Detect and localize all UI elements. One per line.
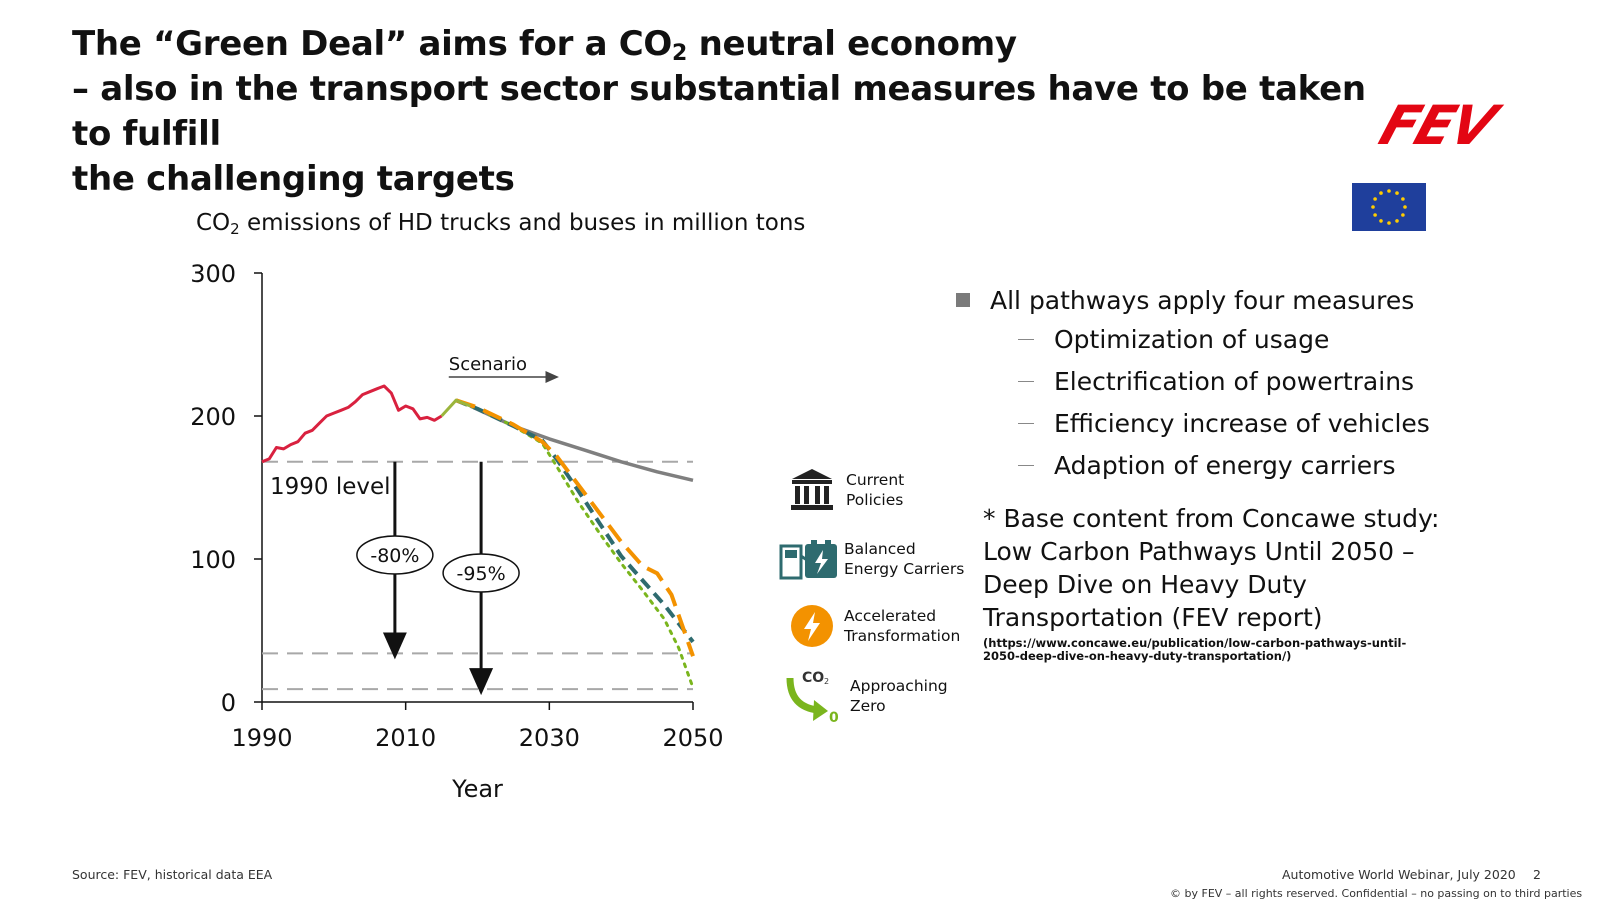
legend-label: Balanced Energy Carriers	[844, 540, 965, 578]
series-line-approaching-zero	[454, 398, 695, 690]
legend-current-policies: Current Policies	[786, 466, 904, 514]
co2-icon-subscript: 2	[824, 677, 829, 686]
series-line-historical	[261, 384, 443, 464]
bullet-sub-item: Electrification of powertrains	[983, 360, 1503, 402]
bullet-sub-item: Adaption of energy carriers	[983, 444, 1503, 486]
legend-accelerated-transformation: Accelerated Transformation	[786, 602, 960, 650]
footer-event: Automotive World Webinar, July 2020	[1282, 867, 1516, 882]
series-line-scenario-start	[440, 398, 471, 418]
eu-star	[1401, 213, 1405, 217]
eu-star	[1387, 189, 1391, 193]
reference-line-label: 1990 level	[270, 474, 391, 500]
bullet-square-icon	[956, 293, 970, 307]
bullet-sub-item: Optimization of usage	[983, 318, 1503, 360]
bullet-sub-text: Electrification of powertrains	[1054, 366, 1415, 396]
eu-star	[1379, 191, 1383, 195]
co2-icon-text: CO	[802, 670, 824, 686]
chart-title-subscript: 2	[230, 220, 240, 238]
eu-star	[1401, 197, 1405, 201]
eu-star	[1395, 219, 1399, 223]
scenario-label: Scenario	[449, 354, 527, 375]
x-axis-label: Year	[451, 775, 503, 803]
eu-star	[1373, 213, 1377, 217]
series-line-current-policies	[469, 404, 694, 483]
bullet-sub-text: Optimization of usage	[1054, 324, 1330, 354]
source-note: * Base content from Concawe study: Low C…	[983, 504, 1440, 632]
legend-label: Current Policies	[846, 471, 905, 509]
y-tick-label: 100	[190, 546, 236, 574]
lightning-icon	[786, 602, 838, 650]
title-line-1: The “Green Deal” aims for a CO2 neutral …	[72, 22, 1372, 67]
eu-star	[1395, 191, 1399, 195]
bank-icon	[786, 466, 838, 514]
eu-star	[1379, 219, 1383, 223]
eu-star	[1403, 205, 1407, 209]
fev-logo: FEV	[1372, 96, 1508, 152]
legend-label: Accelerated Transformation	[844, 607, 961, 645]
title-line-3: the challenging targets	[72, 159, 515, 199]
title-line-1-text: The “Green Deal” aims for a CO	[72, 24, 673, 64]
bullet-main-text: All pathways apply four measures	[990, 285, 1415, 315]
legend-balanced-energy-carriers: Balanced Energy Carriers	[776, 535, 964, 583]
eu-flag-icon	[1352, 183, 1426, 231]
x-tick-label: 2030	[519, 724, 580, 752]
legend-label: Approaching Zero	[850, 677, 948, 715]
dash-icon	[1018, 464, 1034, 466]
slide-title: The “Green Deal” aims for a CO2 neutral …	[72, 22, 1372, 202]
title-line-2: – also in the transport sector substanti…	[72, 69, 1366, 154]
eu-stars	[1371, 189, 1407, 225]
legend-approaching-zero: CO 2 0 Approaching Zero	[786, 668, 948, 724]
chart-annotations: Scenario -80% -95%	[356, 354, 559, 696]
bullet-sub-text: Efficiency increase of vehicles	[1054, 408, 1430, 438]
series-line-balanced	[455, 398, 695, 644]
measures-list: All pathways apply four measures Optimiz…	[956, 282, 1503, 486]
page-number: 2	[1533, 867, 1541, 882]
series-line-accelerated	[455, 398, 695, 657]
chart-title: CO2 emissions of HD trucks and buses in …	[196, 210, 806, 238]
bullet-sub-item: Efficiency increase of vehicles	[983, 402, 1503, 444]
dash-icon	[1018, 422, 1034, 424]
x-tick-label: 2010	[375, 724, 436, 752]
dash-icon	[1018, 380, 1034, 382]
y-tick-label: 300	[190, 260, 236, 288]
eu-star	[1371, 205, 1375, 209]
y-tick-label: 200	[190, 403, 236, 431]
fuel-pump-battery-icon	[776, 535, 842, 583]
y-tick-label: 0	[221, 689, 236, 717]
chart-title-end: emissions of HD trucks and buses in mill…	[239, 210, 806, 236]
zero-icon-text: 0	[829, 710, 838, 724]
x-tick-label: 1990	[231, 724, 292, 752]
bullet-sub-text: Adaption of energy carriers	[1054, 450, 1396, 480]
chart-axes: 0 100 200 300 1990 2010 2030 2050 Year	[190, 260, 723, 803]
reduction-95-label: -95%	[457, 563, 506, 585]
footer-copyright: © by FEV – all rights reserved. Confiden…	[1170, 887, 1583, 900]
co2-down-arrow-icon: CO 2 0	[786, 668, 838, 724]
footer-source: Source: FEV, historical data EEA	[72, 867, 273, 882]
bullet-main: All pathways apply four measures	[956, 282, 1503, 318]
dash-icon	[1018, 338, 1034, 340]
title-subscript: 2	[672, 41, 688, 66]
title-line-1-end: neutral economy	[687, 24, 1017, 64]
eu-star	[1373, 197, 1377, 201]
logo-text: FEV	[1372, 96, 1508, 152]
source-url: (https://www.concawe.eu/publication/low-…	[983, 636, 1407, 663]
reduction-95-bubble	[442, 553, 520, 593]
chart-title-text: CO	[196, 210, 231, 236]
eu-star	[1387, 221, 1391, 225]
reduction-80-label: -80%	[370, 545, 419, 567]
reduction-80-bubble	[356, 535, 434, 575]
chart-series	[261, 384, 695, 690]
x-tick-label: 2050	[662, 724, 723, 752]
